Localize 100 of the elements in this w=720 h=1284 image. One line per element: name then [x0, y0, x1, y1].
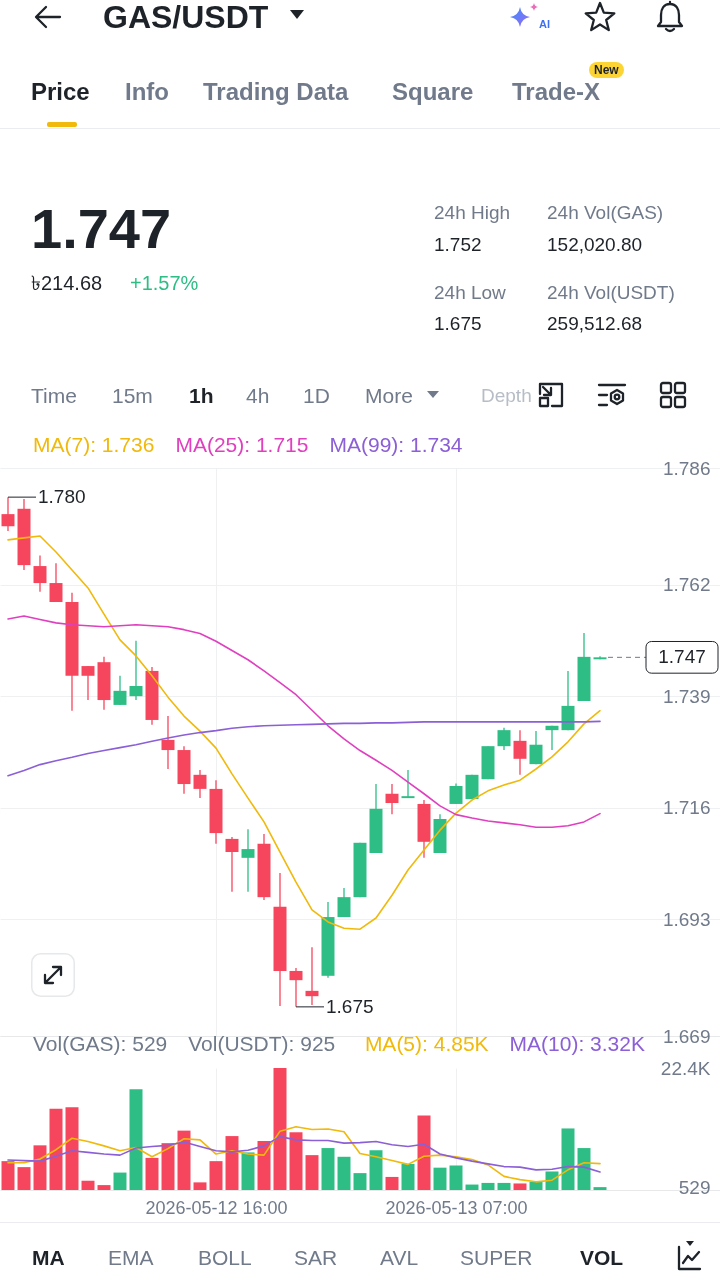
annotation: 1.675	[326, 995, 374, 1017]
bar	[49, 1108, 63, 1190]
text: Info	[125, 76, 169, 106]
bar	[513, 1183, 527, 1190]
text: 1h	[189, 382, 214, 408]
candlestick	[81, 665, 95, 701]
candlestick	[193, 769, 207, 799]
bar	[401, 1163, 415, 1190]
bar	[305, 1155, 319, 1190]
line-series	[7, 1135, 601, 1173]
bar	[97, 1185, 111, 1190]
bar	[577, 1148, 591, 1190]
text: MA(25): 1.715	[175, 432, 309, 458]
bar	[1, 1161, 15, 1190]
text: Trading Data	[203, 76, 349, 106]
y-tick-label: 22.4K	[660, 1057, 711, 1079]
text: SAR	[294, 1244, 338, 1270]
text: EMA	[108, 1244, 154, 1270]
text: 1D	[303, 382, 330, 408]
text: 24h Low	[434, 280, 506, 304]
text: MA(10): 3.32K	[509, 1031, 645, 1057]
bar	[113, 1172, 127, 1190]
text: MA	[32, 1244, 65, 1270]
text: More	[365, 382, 413, 408]
y-tick-label: 1.739	[662, 685, 711, 707]
text: Time	[31, 382, 77, 408]
bar	[145, 1157, 159, 1190]
text: VOL	[580, 1244, 624, 1270]
bar	[545, 1171, 559, 1190]
bar	[321, 1148, 335, 1190]
text: 4h	[246, 382, 270, 408]
y-tick-label: 1.716	[662, 797, 711, 819]
text: MA(5): 4.85K	[364, 1031, 489, 1057]
text: 24h High	[434, 200, 511, 224]
candlestick	[1, 496, 15, 532]
text: 1.747	[31, 195, 172, 262]
candlestick	[513, 729, 527, 776]
bar	[129, 1089, 143, 1190]
bar	[33, 1145, 47, 1190]
bar	[465, 1184, 479, 1190]
text: New	[589, 62, 624, 78]
text: SUPER	[460, 1244, 533, 1270]
bar	[337, 1156, 351, 1190]
candlestick	[161, 715, 175, 770]
annotation: Vol(GAS): 529	[33, 1031, 168, 1057]
text: AI	[539, 18, 550, 30]
text: 24h Vol(GAS)	[547, 200, 664, 224]
text: 152,020.80	[547, 232, 643, 256]
candlestick	[129, 640, 143, 701]
bar	[193, 1182, 207, 1190]
bar	[481, 1182, 495, 1190]
bar	[273, 1068, 287, 1190]
bar	[177, 1130, 191, 1190]
bar	[161, 1143, 175, 1190]
y-tick-label: 1.786	[662, 457, 711, 479]
bar	[289, 1132, 303, 1190]
candlestick	[241, 828, 255, 893]
bar	[17, 1167, 31, 1190]
candlestick	[545, 725, 559, 751]
bar	[353, 1173, 367, 1190]
line-series	[7, 535, 601, 930]
candlestick	[49, 562, 63, 603]
line-series	[7, 615, 601, 829]
bar	[225, 1136, 239, 1190]
candlestick	[449, 782, 463, 805]
bar	[417, 1115, 431, 1190]
line-series	[7, 1126, 601, 1183]
text: 259,512.68	[547, 311, 643, 335]
x-tick-label: 2026-05-13 07:00	[385, 1197, 528, 1218]
candlestick	[401, 769, 415, 799]
y-tick-label: 1.762	[662, 574, 711, 596]
text: Price	[31, 76, 90, 106]
bar	[593, 1187, 607, 1190]
bar	[209, 1161, 223, 1190]
annotation: Vol(USDT): 925	[188, 1031, 336, 1057]
bar	[65, 1107, 79, 1190]
text: 15m	[112, 382, 153, 408]
text: MA(7): 1.736	[33, 432, 155, 458]
bar	[449, 1165, 463, 1190]
candlestick	[337, 887, 351, 918]
x-tick-label: 2026-05-12 16:00	[145, 1197, 288, 1218]
annotation: 1.780	[38, 486, 86, 508]
text: AVL	[380, 1244, 419, 1270]
bar	[529, 1181, 543, 1190]
candlestick	[497, 727, 511, 751]
ref-line-label: 1.747	[658, 646, 706, 668]
candlestick	[113, 675, 127, 706]
bar	[257, 1140, 271, 1190]
text: Depth	[481, 383, 532, 407]
y-tick-label: 529	[678, 1176, 711, 1198]
text: 1.675	[434, 311, 482, 335]
line-series	[7, 720, 601, 777]
candlestick	[385, 783, 399, 815]
text: Trade-X	[512, 76, 601, 106]
y-tick-label: 1.693	[662, 908, 711, 930]
y-tick-label: 1.669	[662, 1025, 711, 1047]
text: +1.57%	[130, 271, 199, 295]
bar	[385, 1176, 399, 1190]
candlestick	[305, 946, 319, 1006]
bar	[81, 1180, 95, 1190]
